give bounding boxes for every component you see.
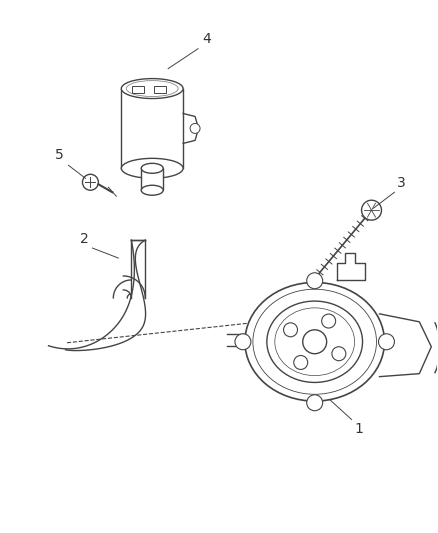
Circle shape bbox=[82, 174, 99, 190]
Bar bbox=[132, 86, 144, 93]
Ellipse shape bbox=[245, 282, 385, 401]
Circle shape bbox=[332, 347, 346, 361]
Circle shape bbox=[321, 314, 336, 328]
Circle shape bbox=[283, 323, 297, 337]
Ellipse shape bbox=[275, 308, 355, 376]
Circle shape bbox=[190, 124, 200, 133]
Text: 4: 4 bbox=[202, 31, 211, 46]
Ellipse shape bbox=[141, 185, 163, 195]
Text: 3: 3 bbox=[397, 176, 406, 190]
Circle shape bbox=[307, 273, 323, 289]
Bar bbox=[154, 86, 166, 93]
Circle shape bbox=[294, 356, 308, 369]
Bar bbox=[141, 168, 163, 190]
Circle shape bbox=[378, 334, 395, 350]
Circle shape bbox=[307, 395, 323, 411]
Ellipse shape bbox=[126, 80, 178, 96]
Ellipse shape bbox=[121, 78, 183, 99]
Ellipse shape bbox=[267, 301, 363, 383]
Text: 2: 2 bbox=[80, 232, 88, 246]
Ellipse shape bbox=[141, 163, 163, 173]
Text: 1: 1 bbox=[355, 422, 364, 435]
Text: 5: 5 bbox=[55, 148, 64, 163]
Circle shape bbox=[303, 330, 327, 354]
Circle shape bbox=[361, 200, 381, 220]
Ellipse shape bbox=[253, 289, 377, 394]
Ellipse shape bbox=[121, 158, 183, 178]
Circle shape bbox=[235, 334, 251, 350]
